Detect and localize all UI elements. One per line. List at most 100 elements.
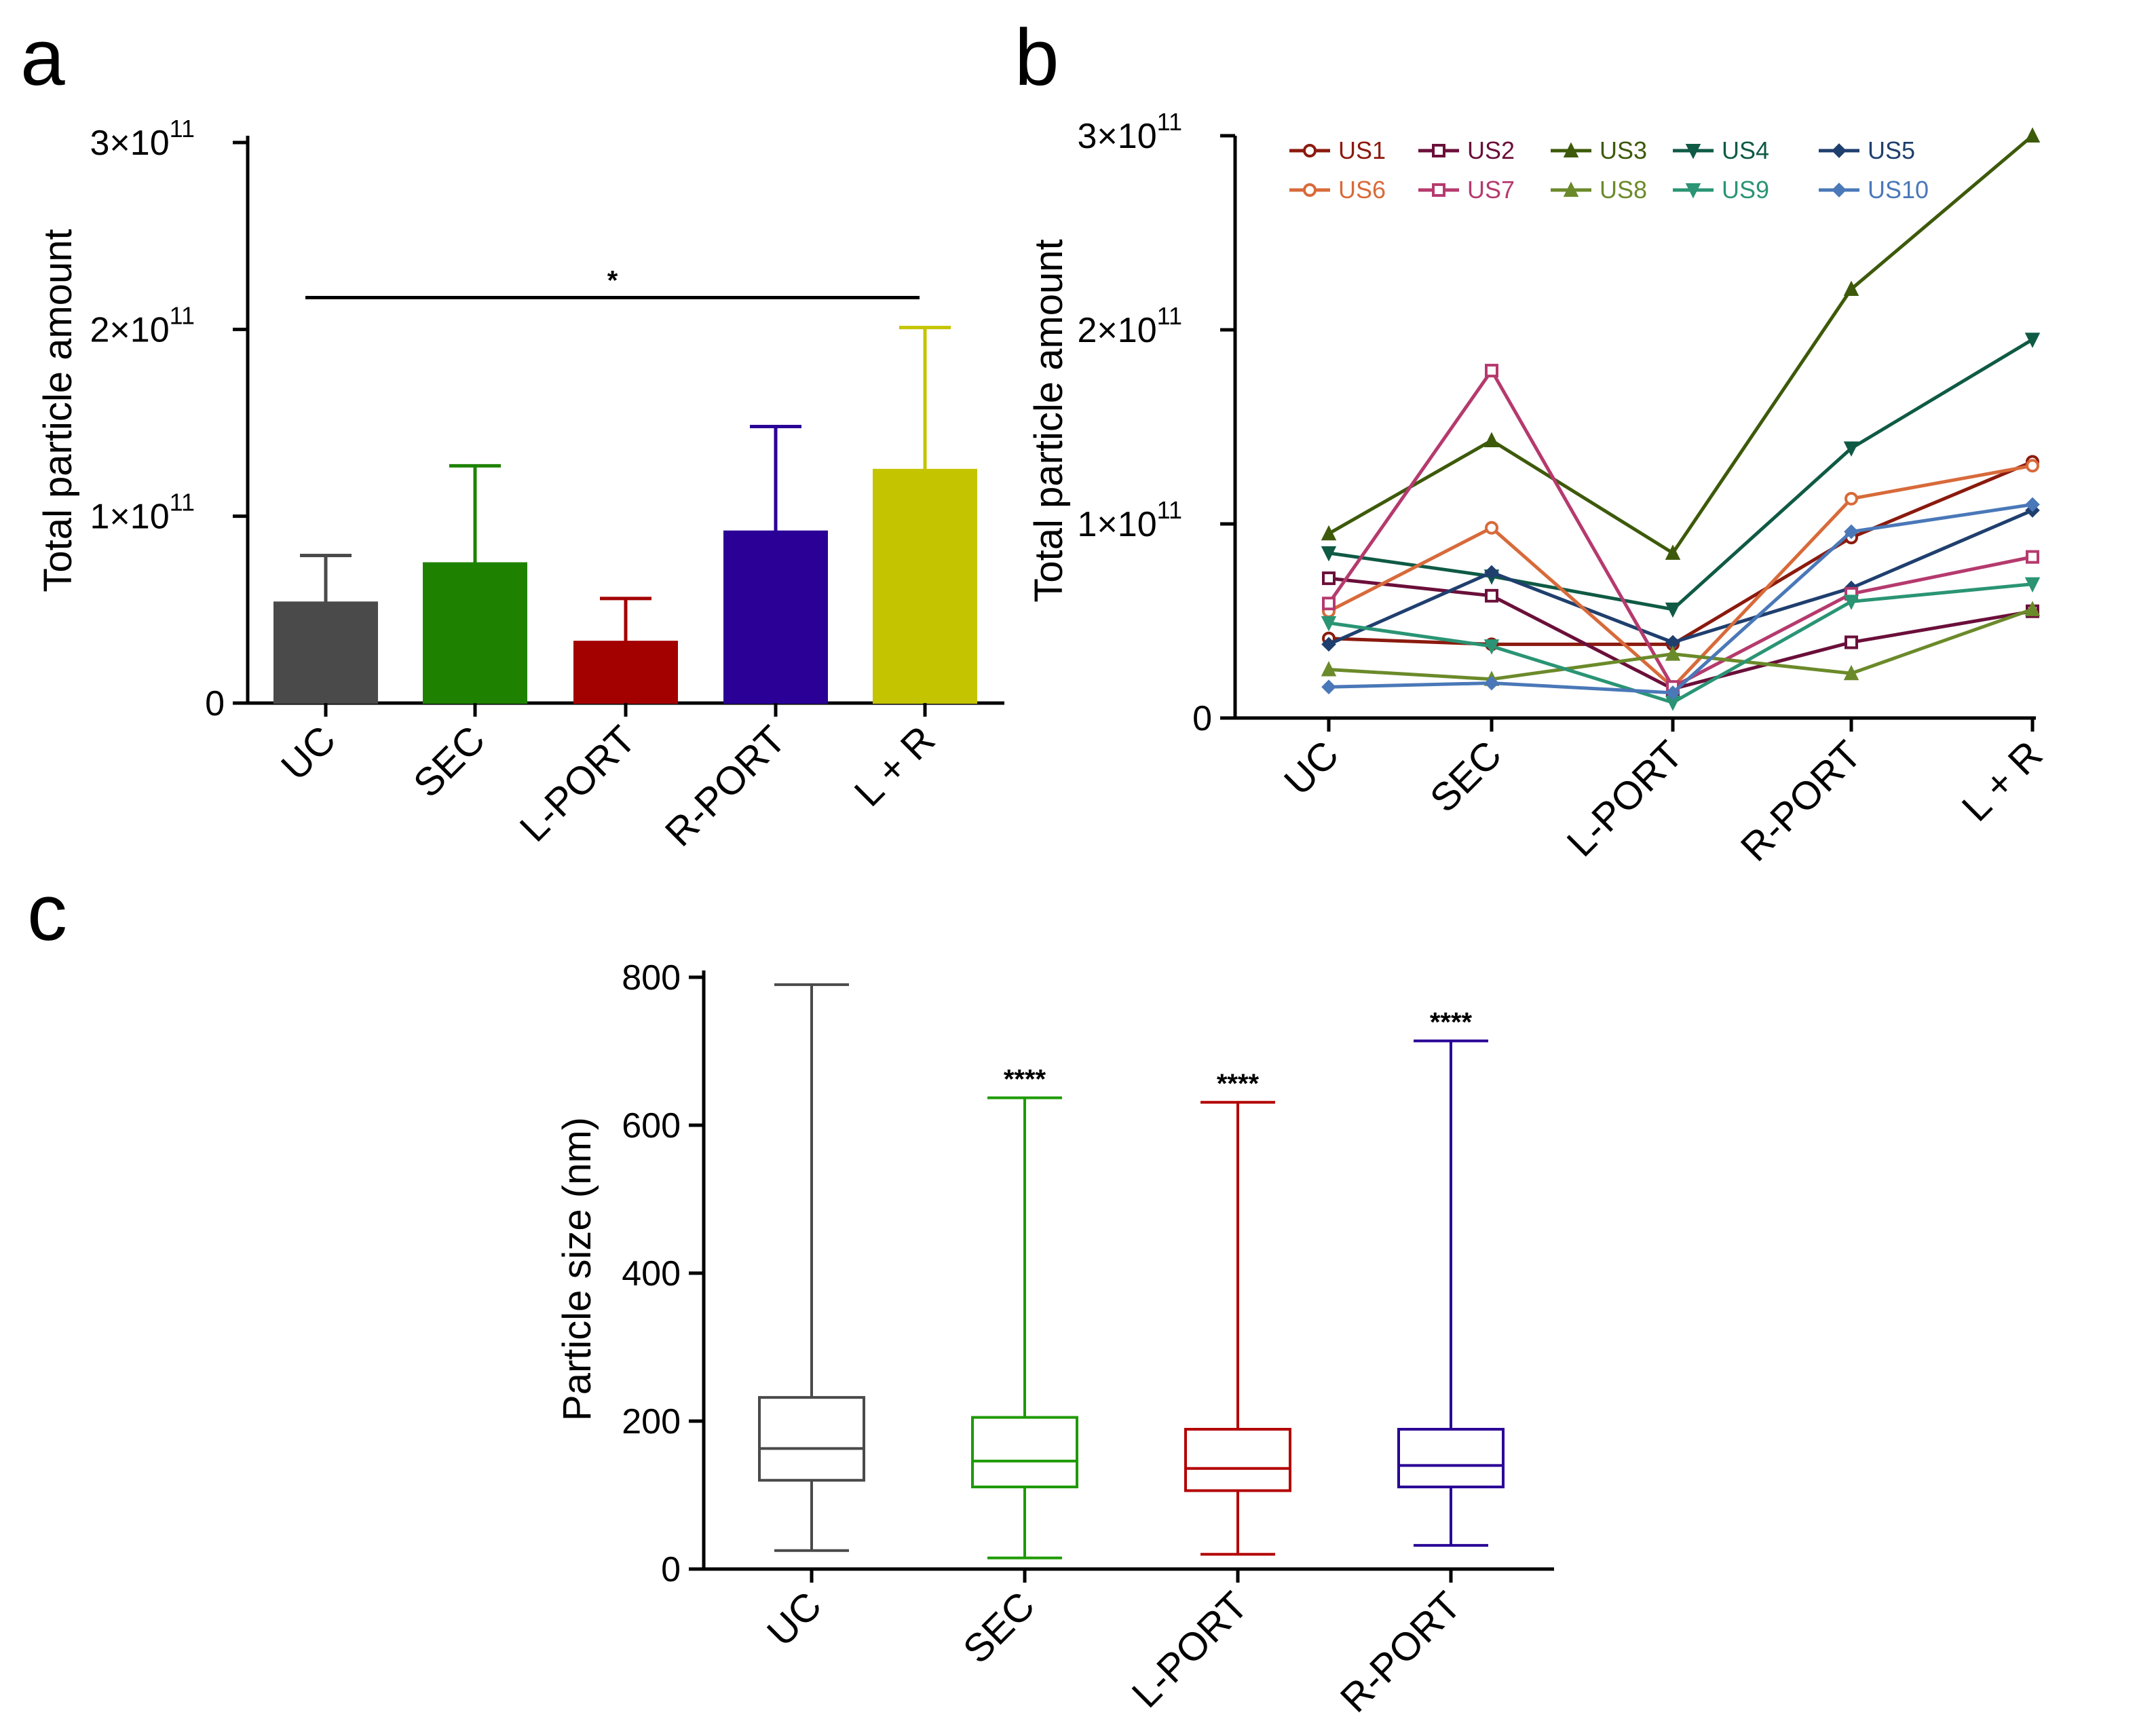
chart-a-ytick-label-0: 0	[205, 684, 225, 723]
chart-a-ytick-label-2: 2×1011	[90, 301, 195, 350]
chart-b-point-us2-r-port	[1845, 635, 1858, 649]
chart-b-point-us4-r-port	[1843, 441, 1859, 457]
chart-b-point-us7-uc	[1322, 597, 1336, 611]
chart-a-bar-l-port	[573, 641, 678, 704]
chart-b-legend-label-us6: US6	[1338, 176, 1386, 204]
chart-b-legend-marker-us9	[1685, 183, 1701, 199]
chart-b-xtick-label-l-r: L + R	[1954, 732, 2051, 830]
chart-c-ytick-label-3: 600	[622, 1106, 681, 1146]
chart-b-xtick-label-l-port: L-PORT	[1559, 732, 1692, 865]
chart-b-ytick-exp-3: 11	[1157, 108, 1182, 136]
chart-a-significance-star: *	[607, 266, 618, 296]
chart-c-xtick-label-sec: SEC	[955, 1583, 1043, 1672]
chart-b-legend-marker-us3	[1563, 142, 1579, 157]
chart-c-xtick-label-uc: UC	[759, 1583, 830, 1655]
chart-b-legend-marker-us4	[1685, 144, 1701, 159]
chart-b-ytick-base-2: 2×10	[1077, 311, 1156, 350]
chart-b-point-us9-sec	[1483, 639, 1500, 655]
chart-a-ytick-exp-1: 11	[170, 489, 195, 516]
chart-b-point-us10-uc	[1321, 679, 1336, 695]
chart-b-point-us2-uc	[1322, 571, 1336, 586]
chart-b-ytick-base-3: 3×10	[1077, 117, 1156, 156]
chart-b-point-us9-uc	[1321, 616, 1337, 632]
chart-b-legend-label-us2: US2	[1467, 136, 1515, 164]
chart-a-bar-total-particle-amount: Total particle amount 01×10112×10113×101…	[36, 115, 1004, 855]
panel-label-b: b	[1015, 13, 1059, 102]
chart-c-box-r-port	[1397, 1427, 1505, 1489]
chart-a-ytick-base-3: 3×10	[90, 124, 169, 163]
chart-b-legend-label-us4: US4	[1722, 136, 1769, 164]
chart-b-xtick-label-sec: SEC	[1422, 732, 1510, 820]
chart-a-xtick-label-r-port: R-PORT	[657, 717, 794, 854]
chart-b-point-us10-sec	[1484, 675, 1499, 691]
chart-c-xtick-label-r-port: R-PORT	[1332, 1583, 1469, 1720]
chart-b-y-axis-label: Total particle amount	[1027, 239, 1071, 602]
chart-a-ytick-base-1: 1×10	[90, 497, 169, 537]
chart-c-box-particle-size: Particle size (nm) 0 200 400 600 800 **** ***…	[555, 958, 1554, 1721]
chart-b-point-us4-uc	[1321, 546, 1337, 562]
chart-b-line-us1	[1328, 460, 2033, 646]
chart-c-ytick-label-4: 800	[622, 958, 681, 998]
chart-b-ytick-label-2: 2×1011	[1077, 302, 1182, 350]
chart-b-point-us9-l-r	[2024, 577, 2041, 593]
chart-b-point-us2-sec	[1485, 588, 1498, 603]
chart-b-ytick-label-3: 3×1011	[1077, 108, 1182, 156]
chart-b-legend-marker-us2	[1432, 144, 1445, 157]
chart-b-legend-label-us8: US8	[1600, 176, 1647, 204]
chart-b-legend-label-us9: US9	[1722, 176, 1769, 204]
chart-b-legend-marker-us5	[1832, 143, 1847, 158]
chart-b-point-us6-r-port	[1845, 491, 1858, 506]
chart-b-legend-marker-us10	[1832, 183, 1847, 197]
chart-c-ytick-label-0: 0	[661, 1550, 681, 1589]
chart-b-legend-marker-us7	[1432, 183, 1445, 197]
chart-a-bar-uc	[273, 601, 378, 704]
chart-b-point-us4-l-r	[2024, 333, 2041, 348]
chart-c-significance-sec: ****	[1004, 1065, 1046, 1095]
chart-b-point-us3-sec	[1483, 432, 1500, 448]
chart-b-point-us10-r-port	[1844, 524, 1859, 540]
chart-b-point-us3-l-port	[1665, 544, 1681, 560]
chart-b-legend-marker-us1	[1303, 144, 1317, 157]
chart-b-ytick-label-0: 0	[1192, 699, 1212, 738]
chart-b-point-us6-sec	[1485, 521, 1498, 535]
chart-b-ytick-label-1: 1×1011	[1077, 496, 1182, 544]
chart-a-ytick-label-1: 1×1011	[90, 489, 195, 537]
chart-b-point-us5-uc	[1321, 637, 1336, 652]
chart-b-point-us10-l-r	[2025, 497, 2040, 512]
chart-b-legend-label-us5: US5	[1868, 136, 1915, 164]
chart-b-xtick-label-uc: UC	[1276, 732, 1347, 804]
chart-a-bar-sec	[423, 562, 527, 704]
chart-b-point-us7-l-r	[2026, 550, 2039, 564]
chart-c-box-l-port	[1184, 1427, 1291, 1492]
chart-a-y-axis-label: Total particle amount	[36, 229, 80, 592]
chart-a-ytick-exp-2: 11	[170, 301, 195, 329]
chart-a-xtick-label-l-port: L-PORT	[512, 717, 645, 850]
chart-a-xtick-label-l-r: L + R	[846, 717, 944, 815]
chart-b-line-us8	[1328, 607, 2033, 681]
panel-label-c: c	[27, 868, 67, 958]
chart-b-point-us6-l-r	[2026, 459, 2039, 473]
chart-c-ytick-label-2: 400	[622, 1254, 681, 1294]
chart-b-point-us8-r-port	[1843, 664, 1859, 681]
panel-label-a: a	[20, 13, 65, 102]
chart-c-box-uc	[758, 1396, 865, 1482]
chart-c-y-axis-label: Particle size (nm)	[555, 1117, 599, 1421]
chart-c-significance-l-port: ****	[1217, 1069, 1260, 1099]
chart-b-xtick-label-r-port: R-PORT	[1733, 732, 1870, 869]
chart-b-ytick-exp-2: 11	[1157, 302, 1182, 330]
chart-b-point-us5-sec	[1484, 565, 1499, 580]
chart-b-point-us7-sec	[1485, 364, 1498, 378]
chart-a-ytick-exp-3: 11	[170, 115, 195, 143]
chart-b-legend-marker-us6	[1303, 183, 1317, 197]
chart-b-point-us8-l-r	[2024, 601, 2041, 616]
chart-b-legend-label-us10: US10	[1868, 176, 1929, 204]
chart-b-point-us9-r-port	[1843, 595, 1859, 610]
chart-b-point-us4-l-port	[1665, 602, 1681, 618]
chart-c-ytick-label-1: 200	[622, 1402, 681, 1441]
chart-b-point-us10-l-port	[1665, 685, 1680, 700]
chart-c-xtick-label-l-port: L-PORT	[1124, 1583, 1257, 1716]
chart-b-point-us3-r-port	[1843, 280, 1859, 296]
chart-b-point-us8-l-port	[1665, 645, 1681, 661]
chart-a-ytick-base-2: 2×10	[90, 310, 169, 350]
